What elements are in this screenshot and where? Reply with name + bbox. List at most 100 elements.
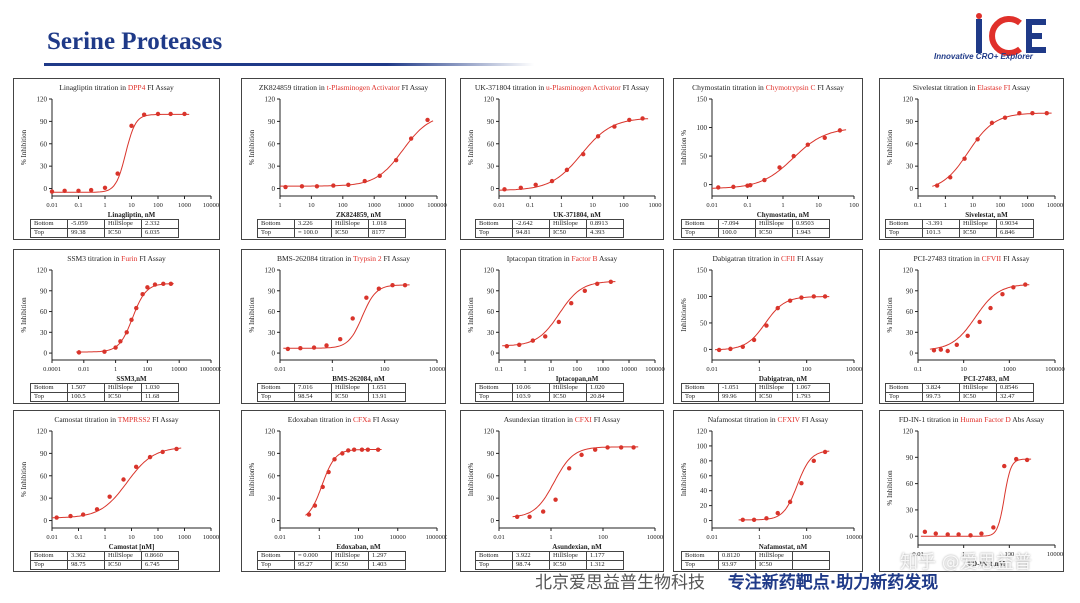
data-point: [592, 447, 598, 452]
chart-panel: BMS-262084 titration in Trypsin 2 FI Ass…: [241, 249, 446, 404]
table-cell: 99.96: [718, 392, 756, 402]
table-row: Bottom 10.06 HillSlope 1.020: [475, 383, 624, 393]
chart-panel: FD-IN-1 titration in Human Factor D Abs …: [879, 410, 1064, 572]
data-point: [1017, 110, 1022, 116]
data-point: [1014, 456, 1019, 462]
table-cell: -7.094: [718, 219, 756, 229]
data-point: [837, 128, 843, 133]
chart-title-text: ZK824859 titration in: [258, 83, 327, 92]
chart-title-text: SSM3 titration in: [67, 254, 122, 263]
chart-panel: Dabigatran titration in CFII FI Assay 0 50…: [673, 249, 863, 404]
chart-title: Asundexian titration in CFXI FI Assay: [461, 415, 663, 424]
x-tick-label: 100000: [1045, 366, 1065, 373]
x-tick-label: 0.1: [743, 202, 751, 209]
chart-title-target: Furin: [121, 254, 138, 263]
table-cell: 6.745: [141, 560, 179, 570]
table-cell: 20.84: [586, 392, 624, 402]
table-cell: Top: [681, 392, 719, 402]
x-tick-label: 1: [560, 202, 563, 209]
x-tick-label: 10: [815, 202, 822, 209]
x-tick-label: 10000: [647, 534, 663, 541]
table-row: Top 99.96 IC50 1.793: [681, 392, 830, 402]
table-cell: Bottom: [475, 383, 513, 393]
data-point: [134, 305, 139, 311]
x-tick-label: 10: [128, 534, 135, 541]
x-tick-label: 1000: [178, 202, 191, 209]
data-point: [740, 344, 745, 349]
table-cell: 1.507: [67, 383, 105, 393]
y-tick-label: 60: [40, 472, 48, 480]
data-point: [129, 317, 134, 323]
chart-title: PCI-27483 titration in CFVII FI Assay: [880, 254, 1063, 263]
y-tick-label: 0: [704, 181, 708, 189]
y-tick-label: 120: [903, 96, 914, 104]
y-tick-label: 100: [697, 293, 708, 301]
y-tick-label: 150: [697, 96, 708, 104]
x-tick-label: 0.01: [78, 366, 89, 373]
x-tick-label: 10000: [397, 202, 413, 209]
parameter-table: Bottom 10.06 HillSlope 1.020 Top 103.9 IC50 20.…: [475, 383, 624, 402]
data-point: [777, 165, 782, 170]
y-tick-label: 120: [265, 267, 276, 275]
data-point: [118, 339, 123, 344]
x-axis-label: Dabigatran, nM: [759, 375, 808, 383]
table-cell: Bottom: [475, 551, 513, 561]
table-cell: HillSlope: [959, 219, 997, 229]
table-row: Top 98.75 IC50 6.745: [30, 560, 179, 570]
x-tick-label: 1000000: [200, 366, 221, 373]
x-tick-label: 0.1: [526, 202, 534, 209]
x-tick-label: 100: [338, 202, 348, 209]
x-tick-label: 0.01: [706, 202, 717, 209]
y-axis-label: Inhibition%: [467, 463, 475, 497]
table-cell: HillSlope: [755, 219, 793, 229]
x-tick-label: 100: [802, 366, 812, 373]
x-tick-label: 10000: [390, 534, 406, 541]
x-tick-label: 1: [781, 202, 784, 209]
chart-panel: UK-371804 titration in u-Plasminogen Act…: [460, 78, 664, 240]
chart-title-assay: FI Assay: [591, 415, 621, 424]
x-tick-label: 10000: [429, 366, 445, 373]
chart-svg: 0 30 60 90 120 0.0001 0.01 1 100 10000 1000000 SSM3…: [20, 267, 221, 384]
parameter-table: Bottom = 0.000 HillSlope 1.297 Top 95.27 IC50 1…: [257, 551, 406, 570]
table-cell: IC50: [331, 560, 369, 570]
data-point: [283, 184, 288, 190]
table-cell: -5.059: [67, 219, 105, 229]
table-cell: IC50: [549, 228, 587, 238]
data-point: [346, 182, 351, 188]
y-tick-label: 30: [487, 329, 495, 337]
chart-title-assay: FI Assay: [1001, 254, 1030, 263]
data-point: [945, 348, 950, 354]
y-tick-label: 60: [40, 140, 48, 148]
table-cell: 1.020: [586, 383, 624, 393]
chart-svg: 0 30 60 90 120 0.01 1 100 10000 FD-IN-1,nM % Inhib…: [886, 428, 1063, 569]
chart-title: Sivelestat titration in Elastase FI Assa…: [880, 83, 1063, 92]
data-point: [133, 464, 139, 470]
data-point: [517, 342, 522, 347]
data-point: [962, 156, 967, 161]
fit-curve: [76, 283, 174, 353]
data-point: [922, 529, 928, 535]
x-tick-label: 10: [548, 366, 555, 373]
data-point: [799, 295, 804, 300]
data-point: [1011, 285, 1016, 290]
data-point: [68, 513, 73, 519]
y-tick-label: 30: [487, 495, 495, 503]
y-tick-label: 100: [697, 442, 708, 450]
table-row: Bottom -3.391 HillSlope 0.9034: [885, 219, 1034, 229]
data-point: [76, 350, 82, 355]
x-tick-label: 1: [523, 366, 526, 373]
x-tick-label: 0.01: [493, 534, 504, 541]
table-cell: Top: [257, 392, 295, 402]
fit-curve: [714, 296, 830, 351]
table-cell: Top: [475, 392, 513, 402]
chart-title: Chymostatin titration in Chymotrypsin C …: [674, 83, 862, 92]
fit-curve: [512, 446, 639, 518]
x-tick-label: 100: [619, 202, 629, 209]
table-row: Top 100.5 IC50 11.68: [30, 392, 179, 402]
x-tick-label: 10000: [1047, 202, 1063, 209]
chart-title: Camostat titration in TMPRSS2 FI Assay: [14, 415, 219, 424]
data-point: [141, 112, 147, 117]
y-tick-label: 0: [491, 185, 495, 193]
y-tick-label: 60: [40, 308, 48, 316]
x-tick-label: 1: [758, 366, 761, 373]
